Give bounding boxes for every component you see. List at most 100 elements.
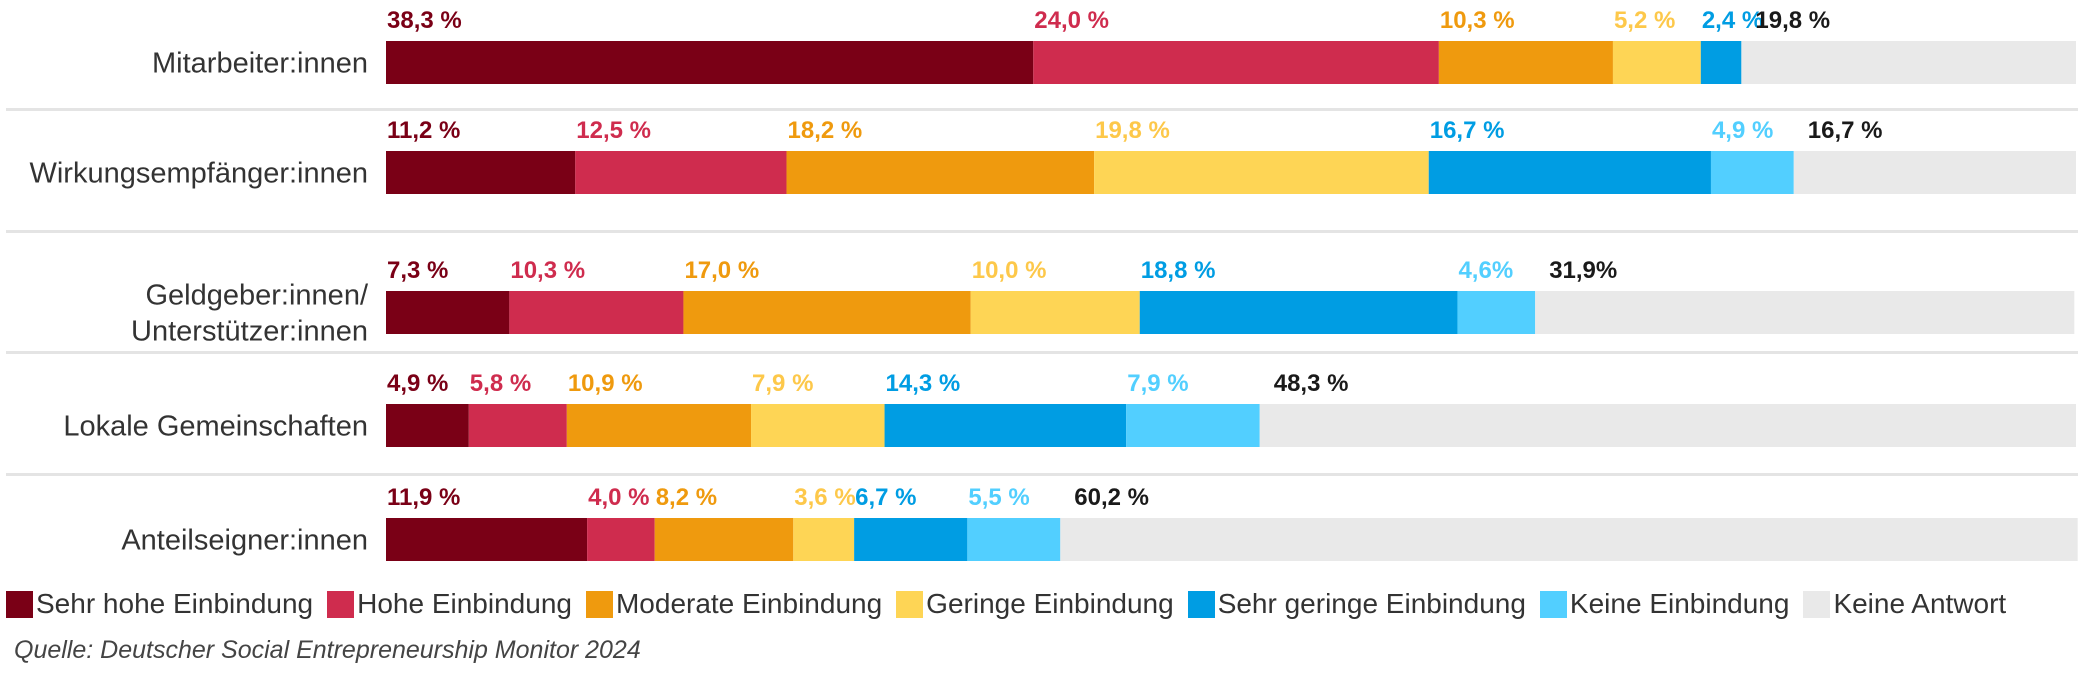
legend-swatch: [1187, 590, 1215, 618]
data-label: 4,9 %: [1712, 117, 1773, 144]
bar-segment: [970, 291, 1140, 334]
bar-segment: [1612, 41, 1701, 84]
bar-segment: [1033, 41, 1439, 84]
bar-row: Mitarbeiter:innen 38,3 % 24,0 % 10,3 % 5,2 %…: [152, 7, 2076, 84]
bar-segment: [884, 404, 1127, 447]
category-label: Wirkungsempfänger:innen: [29, 158, 368, 190]
data-label: 18,8 %: [1141, 257, 1216, 284]
data-label: 38,3 %: [387, 7, 462, 34]
bar-segment: [683, 291, 971, 334]
data-label: 14,3 %: [886, 370, 961, 397]
legend-item: Keine Einbindung: [1539, 588, 1790, 620]
bar-segment: [751, 404, 885, 447]
row-separator: [6, 230, 2078, 233]
bar-row: Geldgeber:innen/Unterstützer:innen 7,3 % 1…: [131, 257, 2075, 348]
bar-segment: [386, 291, 510, 334]
bar-segment: [1741, 41, 2076, 84]
legend-swatch: [585, 590, 613, 618]
category-label: Anteilseigner:innen: [121, 525, 368, 557]
data-label: 16,7 %: [1430, 117, 1505, 144]
bar-segment: [386, 41, 1034, 84]
data-label: 11,2 %: [387, 117, 460, 144]
data-label: 3,6 %: [794, 484, 855, 511]
legend-swatch: [896, 590, 924, 618]
bar-row: Lokale Gemeinschaften 4,9 % 5,8 % 10,9 % 7,9…: [63, 370, 2076, 447]
data-label: 16,7 %: [1808, 117, 1883, 144]
legend-item: Geringe Einbindung: [896, 588, 1174, 620]
bar-segment: [1428, 151, 1711, 194]
data-label: 19,8 %: [1095, 117, 1170, 144]
legend-label: Sehr hohe Einbindung: [36, 588, 314, 619]
data-label: 5,2 %: [1614, 7, 1675, 34]
legend-label: Keine Einbindung: [1569, 588, 1790, 619]
data-label: 4,9 %: [387, 370, 448, 397]
data-label: 4,0 %: [588, 484, 649, 511]
bar-segment: [654, 518, 794, 561]
bar-segment: [1457, 291, 1536, 334]
legend-label: Moderate Einbindung: [615, 588, 883, 619]
legend-label: Hohe Einbindung: [357, 588, 572, 619]
data-label: 12,5 %: [576, 117, 651, 144]
legend-item: Hohe Einbindung: [327, 588, 572, 620]
data-label: 31,9%: [1549, 257, 1617, 284]
legend-label: Geringe Einbindung: [926, 588, 1174, 619]
bar-segment: [1094, 151, 1429, 194]
data-label: 7,9 %: [1127, 370, 1188, 397]
bar-segment: [575, 151, 787, 194]
bar-segment: [1793, 151, 2076, 194]
data-label: 17,0 %: [684, 257, 759, 284]
data-label: 18,2 %: [788, 117, 863, 144]
bar-segment: [786, 151, 1095, 194]
bar-segment: [1700, 41, 1742, 84]
bar-segment: [587, 518, 655, 561]
data-label: 11,9 %: [387, 484, 460, 511]
row-separator: [6, 473, 2078, 476]
bar-segment: [1535, 291, 2075, 334]
data-label: 48,3 %: [1274, 370, 1349, 397]
bar-row: Anteilseigner:innen 11,9 % 4,0 % 8,2 % 3,6 %…: [121, 484, 2078, 561]
legend-item: Moderate Einbindung: [585, 588, 883, 620]
bar-segment: [468, 404, 567, 447]
bar-segment: [386, 518, 588, 561]
data-label: 5,8 %: [470, 370, 531, 397]
bar-segment: [1438, 41, 1613, 84]
data-label: 8,2 %: [656, 484, 717, 511]
category-label: Mitarbeiter:innen: [152, 48, 368, 80]
data-label: 10,0 %: [972, 257, 1047, 284]
bar-segment: [386, 151, 576, 194]
row-separator: [6, 351, 2078, 354]
data-label: 6,7 %: [855, 484, 916, 511]
legend-swatch: [327, 590, 355, 618]
data-label: 2,4 %: [1702, 7, 1763, 34]
row-separator: [6, 108, 2078, 111]
bar-segment: [386, 404, 469, 447]
data-label: 7,3 %: [387, 257, 448, 284]
bar-segment: [1126, 404, 1260, 447]
source-note: Quelle: Deutscher Social Entrepreneurshi…: [14, 636, 641, 664]
bar-segment: [854, 518, 968, 561]
bar-segment: [1259, 404, 2076, 447]
chart-legend: Sehr hohe Einbindung Hohe Einbindung Moder…: [6, 588, 2020, 620]
bar-segment: [566, 404, 752, 447]
bar-segment: [509, 291, 684, 334]
bar-segment: [1139, 291, 1458, 334]
bar-segment: [967, 518, 1061, 561]
bar-segment: [793, 518, 855, 561]
data-label: 10,3 %: [1440, 7, 1515, 34]
category-label: Lokale Gemeinschaften: [63, 411, 368, 443]
bar-segment: [1710, 151, 1794, 194]
legend-item: Keine Antwort: [1803, 588, 2006, 620]
data-label: 5,5 %: [968, 484, 1029, 511]
data-label: 19,8 %: [1755, 7, 1830, 34]
data-label: 10,9 %: [568, 370, 643, 397]
data-label: 7,9 %: [752, 370, 813, 397]
category-label: Geldgeber:innen/: [146, 280, 369, 312]
legend-label: Sehr geringe Einbindung: [1217, 588, 1526, 619]
legend-swatch: [6, 590, 33, 618]
legend-item: Sehr hohe Einbindung: [6, 588, 313, 620]
bar-segment: [1060, 518, 2078, 561]
data-label: 24,0 %: [1034, 7, 1109, 34]
data-label: 60,2 %: [1074, 484, 1149, 511]
data-label: 4,6%: [1458, 257, 1513, 284]
